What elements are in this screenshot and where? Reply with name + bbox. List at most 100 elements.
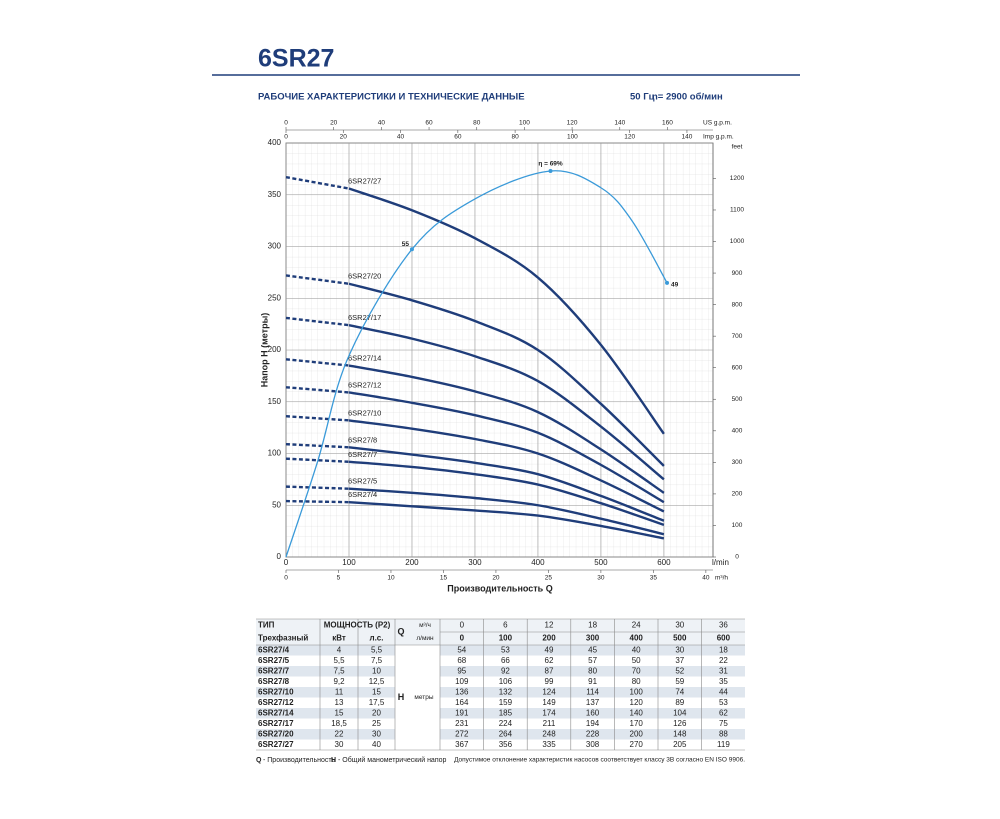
y2-tick-label: 100 [732, 522, 743, 529]
head-curve [285, 485, 350, 490]
x3-tick-label: 60 [425, 120, 433, 127]
head-value: 37 [675, 656, 684, 665]
head-value: 308 [586, 740, 600, 749]
curve-label: 6SR27/12 [348, 380, 381, 389]
head-value: 30 [675, 645, 684, 654]
model: 6SR27/5 [258, 656, 290, 665]
head-curve [348, 323, 665, 481]
head-value: 68 [457, 656, 466, 665]
table-row-bg [256, 676, 745, 687]
head-curve [348, 460, 665, 527]
table-head: H [398, 692, 405, 702]
head-value: 224 [499, 719, 513, 728]
x-tick-label: 0 [284, 558, 289, 567]
head-value: 95 [457, 666, 466, 675]
x2-unit: m³/h [715, 575, 728, 582]
q-lmin: 400 [630, 634, 644, 643]
table-head: л.с. [370, 634, 384, 643]
power-kw: 5,5 [333, 656, 345, 665]
table-head: м³/ч [419, 622, 431, 629]
model: 6SR27/4 [258, 645, 290, 654]
x2-tick-label: 5 [337, 575, 341, 582]
power-kw: 18,5 [331, 719, 347, 728]
power-hp: 12,5 [369, 677, 385, 686]
table-row-bg [256, 687, 745, 698]
q-m3h: 24 [632, 621, 641, 630]
y-tick-label: 300 [268, 242, 282, 251]
y-tick-label: 400 [268, 138, 282, 147]
table-row-bg [256, 655, 745, 666]
x4-tick-label: 100 [567, 134, 578, 141]
footer-q-text: - Производительность [263, 757, 336, 764]
head-value: 59 [675, 677, 684, 686]
y2-tick-label: 700 [732, 333, 743, 340]
efficiency-curve [285, 170, 668, 558]
title: 6SR27 [258, 45, 334, 73]
x3-tick-label: 40 [378, 120, 386, 127]
power-hp: 17,5 [369, 698, 385, 707]
head-value: 335 [542, 740, 556, 749]
head-value: 126 [673, 719, 687, 728]
power-kw: 13 [335, 698, 344, 707]
head-value: 80 [632, 677, 641, 686]
head-value: 200 [630, 729, 644, 738]
head-curve [348, 500, 665, 540]
table-head: л/мин [416, 635, 434, 642]
x2-tick-label: 25 [545, 575, 553, 582]
efficiency-point [548, 168, 553, 173]
y2-unit: feet [732, 144, 743, 151]
table: ТИП МОЩНОСТЬ (P2) Трехфазный кВт л.с. Qм³/ч л/… [256, 618, 745, 751]
y2-tick-label: 900 [732, 270, 743, 277]
head-value: 248 [542, 729, 556, 738]
head-curve [285, 499, 349, 504]
head-value: 75 [719, 719, 728, 728]
curve-label: 6SR27/4 [348, 490, 377, 499]
head-value: 194 [586, 719, 600, 728]
table-head: кВт [332, 634, 346, 643]
y2-tick-label: 200 [732, 491, 743, 498]
x4-tick-label: 120 [624, 134, 635, 141]
power-hp: 20 [372, 708, 381, 717]
y-tick-label: 250 [268, 293, 282, 302]
q-lmin: 500 [673, 634, 687, 643]
x3-tick-label: 20 [330, 120, 338, 127]
head-value: 205 [673, 740, 687, 749]
head-value: 88 [719, 729, 728, 738]
head-value: 136 [455, 687, 469, 696]
table-head: ТИП [258, 621, 275, 630]
head-value: 140 [630, 708, 644, 717]
model: 6SR27/7 [258, 666, 290, 675]
head-value: 31 [719, 666, 728, 675]
head-value: 149 [542, 698, 556, 707]
speed: n= 2900 об/мин [652, 92, 723, 103]
q-lmin: 600 [717, 634, 731, 643]
head-value: 74 [675, 687, 684, 696]
table-head: МОЩНОСТЬ (P2) [324, 621, 391, 630]
q-col-bg [395, 645, 440, 750]
x4-tick-label: 20 [340, 134, 348, 141]
head-value: 270 [630, 740, 644, 749]
head-curve [285, 386, 350, 394]
x-unit: l/min [712, 558, 729, 567]
head-value: 44 [719, 687, 728, 696]
head-value: 87 [545, 666, 554, 675]
curve-label: 6SR27/8 [348, 435, 377, 444]
power-kw: 22 [335, 729, 344, 738]
y-tick-label: 200 [268, 345, 282, 354]
power-kw: 7,5 [333, 666, 345, 675]
head-value: 100 [630, 687, 644, 696]
power-kw: 9,2 [333, 677, 345, 686]
y-axis-title: Напор H (метры) [259, 313, 269, 388]
subtitle: РАБОЧИЕ ХАРАКТЕРИСТИКИ И ТЕХНИЧЕСКИЕ ДАН… [258, 92, 525, 103]
head-value: 174 [542, 708, 556, 717]
footer-h-text: - Общий манометрический напор [338, 756, 447, 764]
y-tick-label: 100 [268, 449, 282, 458]
head-value: 148 [673, 729, 687, 738]
x-tick-label: 300 [468, 558, 482, 567]
head-value: 185 [499, 708, 513, 717]
x3-tick-label: 0 [284, 120, 288, 127]
q-m3h: 6 [503, 621, 508, 630]
x2-tick-label: 0 [284, 575, 288, 582]
curve-label: 6SR27/17 [348, 313, 381, 322]
footer-h-key: H [331, 757, 336, 764]
